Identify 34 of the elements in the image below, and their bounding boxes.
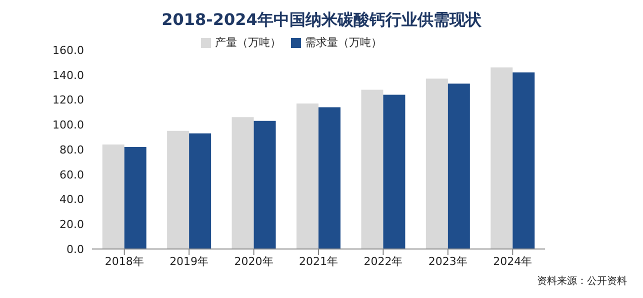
bar [448,84,470,249]
y-tick-label: 40.0 [60,193,84,206]
x-tick-label: 2023年 [428,254,468,268]
x-tick-label: 2019年 [170,254,209,268]
chart-title: 2018-2024年中国纳米碳酸钙行业供需现状 [160,9,482,31]
bar [490,67,513,249]
bar [426,78,448,249]
legend-label: 产量（万吨） [215,36,281,49]
bar [318,107,340,249]
y-tick-label: 60.0 [60,168,84,182]
x-tick-label: 2024年 [493,254,532,268]
y-tick-label: 100.0 [52,118,84,132]
y-tick-label: 20.0 [60,218,84,232]
bar [167,130,190,249]
bar [189,133,212,249]
y-tick-label: 160.0 [52,44,84,57]
bar [383,94,406,249]
x-tick-label: 2022年 [364,254,403,268]
bar [254,120,276,249]
text: 资料来源：公开资料 [537,274,627,288]
bar [361,90,384,249]
bar [232,117,254,249]
y-tick-label: 120.0 [52,94,84,107]
x-tick-label: 2018年 [104,254,144,268]
bar [102,144,124,249]
y-tick-label: 140.0 [52,68,84,82]
x-tick-label: 2020年 [234,254,274,268]
bar [512,72,535,249]
bar [124,147,146,249]
y-tick-label: 80.0 [60,143,84,156]
bar [296,103,318,249]
legend-label: 需求量（万吨） [305,36,382,49]
y-tick-label: 0.0 [66,242,84,256]
x-tick-label: 2021年 [299,254,338,268]
